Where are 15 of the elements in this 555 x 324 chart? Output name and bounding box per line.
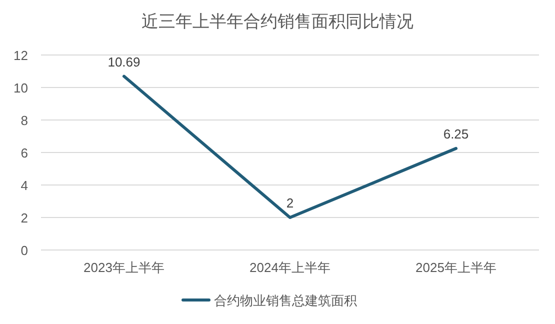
chart-title: 近三年上半年合约销售面积同比情况 <box>142 12 414 31</box>
x-tick-label: 2024年上半年 <box>250 260 330 275</box>
y-tick-label: 4 <box>20 178 28 193</box>
x-tick-label: 2025年上半年 <box>416 260 496 275</box>
y-tick-label: 12 <box>14 48 28 63</box>
legend-label: 合约物业销售总建筑面积 <box>214 293 357 308</box>
data-label: 10.69 <box>108 54 140 70</box>
data-label: 2 <box>286 196 294 210</box>
y-tick-label: 0 <box>20 243 28 258</box>
y-tick-label: 8 <box>20 113 28 128</box>
data-label: 6.25 <box>443 126 469 142</box>
y-tick-label: 10 <box>14 80 28 96</box>
y-tick-label: 2 <box>20 210 28 226</box>
y-tick-label: 6 <box>20 146 28 160</box>
x-tick-label: 2023年上半年 <box>84 260 164 275</box>
